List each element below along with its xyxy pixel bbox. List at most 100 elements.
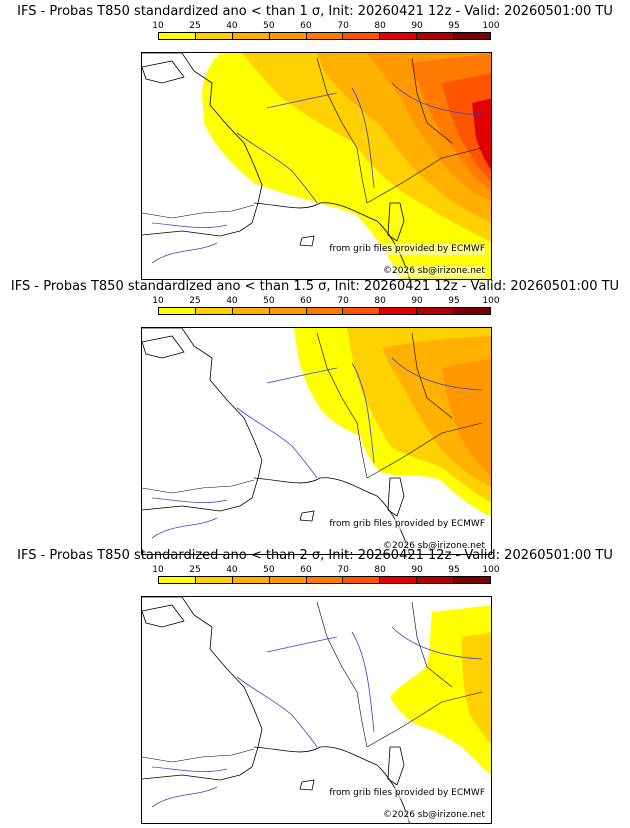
tick-label: 70	[337, 21, 349, 31]
colorbar-ticks: 10 25 40 50 60 70 80 90 95 100	[152, 565, 499, 575]
tick-label: 25	[189, 21, 201, 31]
prob-area-50	[442, 358, 491, 477]
colorbar-swatch	[269, 308, 307, 314]
tick-label: 25	[189, 565, 201, 575]
border	[411, 601, 453, 688]
river	[391, 626, 483, 660]
probability-map[interactable]: from grib files provided by ECMWF ©2026 …	[141, 52, 492, 280]
tick-label: 40	[226, 296, 238, 306]
credit-source: from grib files provided by ECMWF	[329, 244, 485, 255]
colorbar-swatch	[269, 577, 307, 583]
border	[366, 691, 483, 748]
colorbar-swatch	[380, 33, 418, 39]
river	[391, 357, 483, 391]
river	[151, 497, 228, 503]
river	[351, 87, 375, 189]
border	[142, 479, 255, 494]
credit-source: from grib files provided by ECMWF	[329, 788, 485, 799]
colorbar	[158, 32, 491, 40]
colorbar-swatch	[269, 33, 307, 39]
river	[236, 132, 318, 204]
tick-label: 95	[448, 565, 460, 575]
colorbar-swatch	[232, 33, 270, 39]
tick-label: 80	[374, 21, 386, 31]
panel-sigma-2: IFS - Probas T850 standardized ano < tha…	[0, 548, 630, 824]
colorbar-swatch	[195, 308, 233, 314]
tick-label: 70	[337, 296, 349, 306]
tick-label: 90	[411, 565, 423, 575]
coastline	[142, 597, 263, 781]
river	[236, 407, 318, 479]
tick-label: 25	[189, 296, 201, 306]
coastline	[142, 604, 185, 628]
river	[391, 82, 483, 116]
colorbar-ticks: 10 25 40 50 60 70 80 90 95 100	[152, 21, 499, 31]
tick-label: 80	[374, 565, 386, 575]
credit-source: from grib files provided by ECMWF	[329, 519, 485, 530]
colorbar-ticks: 10 25 40 50 60 70 80 90 95 100	[152, 296, 499, 306]
colorbar-swatch	[417, 33, 455, 39]
tick-label: 50	[263, 565, 275, 575]
border	[142, 748, 255, 763]
border	[411, 57, 453, 144]
coastline	[142, 60, 185, 84]
tick-label: 90	[411, 21, 423, 31]
island-outline	[299, 510, 315, 522]
island-outline	[299, 235, 315, 247]
island-outline	[387, 477, 405, 517]
probability-map[interactable]: from grib files provided by ECMWF ©2026 …	[141, 596, 492, 824]
tick-label: 95	[448, 296, 460, 306]
tick-label: 40	[226, 21, 238, 31]
prob-area-70	[442, 73, 491, 182]
credit-copyright: ©2026 sb@irizone.net	[383, 541, 485, 552]
coastline	[142, 328, 263, 512]
prob-area-80	[472, 98, 491, 171]
colorbar-swatch	[306, 33, 344, 39]
panel-sigma-1: IFS - Probas T850 standardized ano < tha…	[0, 4, 630, 280]
border	[316, 57, 368, 204]
tick-label: 10	[152, 565, 164, 575]
coastline	[142, 53, 263, 237]
tick-label: 100	[482, 21, 500, 31]
tick-label: 50	[263, 296, 275, 306]
river	[266, 92, 338, 109]
colorbar-swatch	[380, 308, 418, 314]
credit-copyright: ©2026 sb@irizone.net	[383, 810, 485, 821]
colorbar-swatch	[159, 33, 196, 39]
tick-label: 50	[263, 21, 275, 31]
river	[266, 367, 338, 384]
tick-label: 60	[300, 296, 312, 306]
colorbar-swatch	[454, 577, 491, 583]
colorbar-swatch	[159, 577, 196, 583]
colorbar-swatch	[417, 577, 455, 583]
colorbar-swatch	[343, 33, 381, 39]
colorbar-swatch	[306, 308, 344, 314]
border	[366, 422, 483, 479]
island-outline	[387, 746, 405, 786]
tick-label: 40	[226, 565, 238, 575]
panel-title: IFS - Probas T850 standardized ano < tha…	[17, 4, 613, 19]
river	[151, 766, 228, 772]
probability-map[interactable]: from grib files provided by ECMWF ©2026 …	[141, 327, 492, 555]
border	[411, 332, 453, 419]
tick-label: 10	[152, 296, 164, 306]
colorbar-swatch	[232, 308, 270, 314]
river	[151, 242, 218, 264]
colorbar-swatch	[159, 308, 196, 314]
river	[151, 222, 228, 228]
river	[151, 517, 218, 539]
colorbar-swatch	[454, 308, 491, 314]
border	[316, 601, 368, 748]
river	[266, 636, 338, 653]
tick-label: 10	[152, 21, 164, 31]
border	[366, 147, 483, 204]
river	[151, 786, 218, 808]
tick-label: 95	[448, 21, 460, 31]
colorbar-swatch	[232, 577, 270, 583]
tick-label: 100	[482, 296, 500, 306]
prob-area-25	[462, 632, 491, 745]
border	[316, 332, 368, 479]
colorbar-swatch	[195, 577, 233, 583]
island-outline	[299, 779, 315, 791]
border	[142, 204, 255, 219]
